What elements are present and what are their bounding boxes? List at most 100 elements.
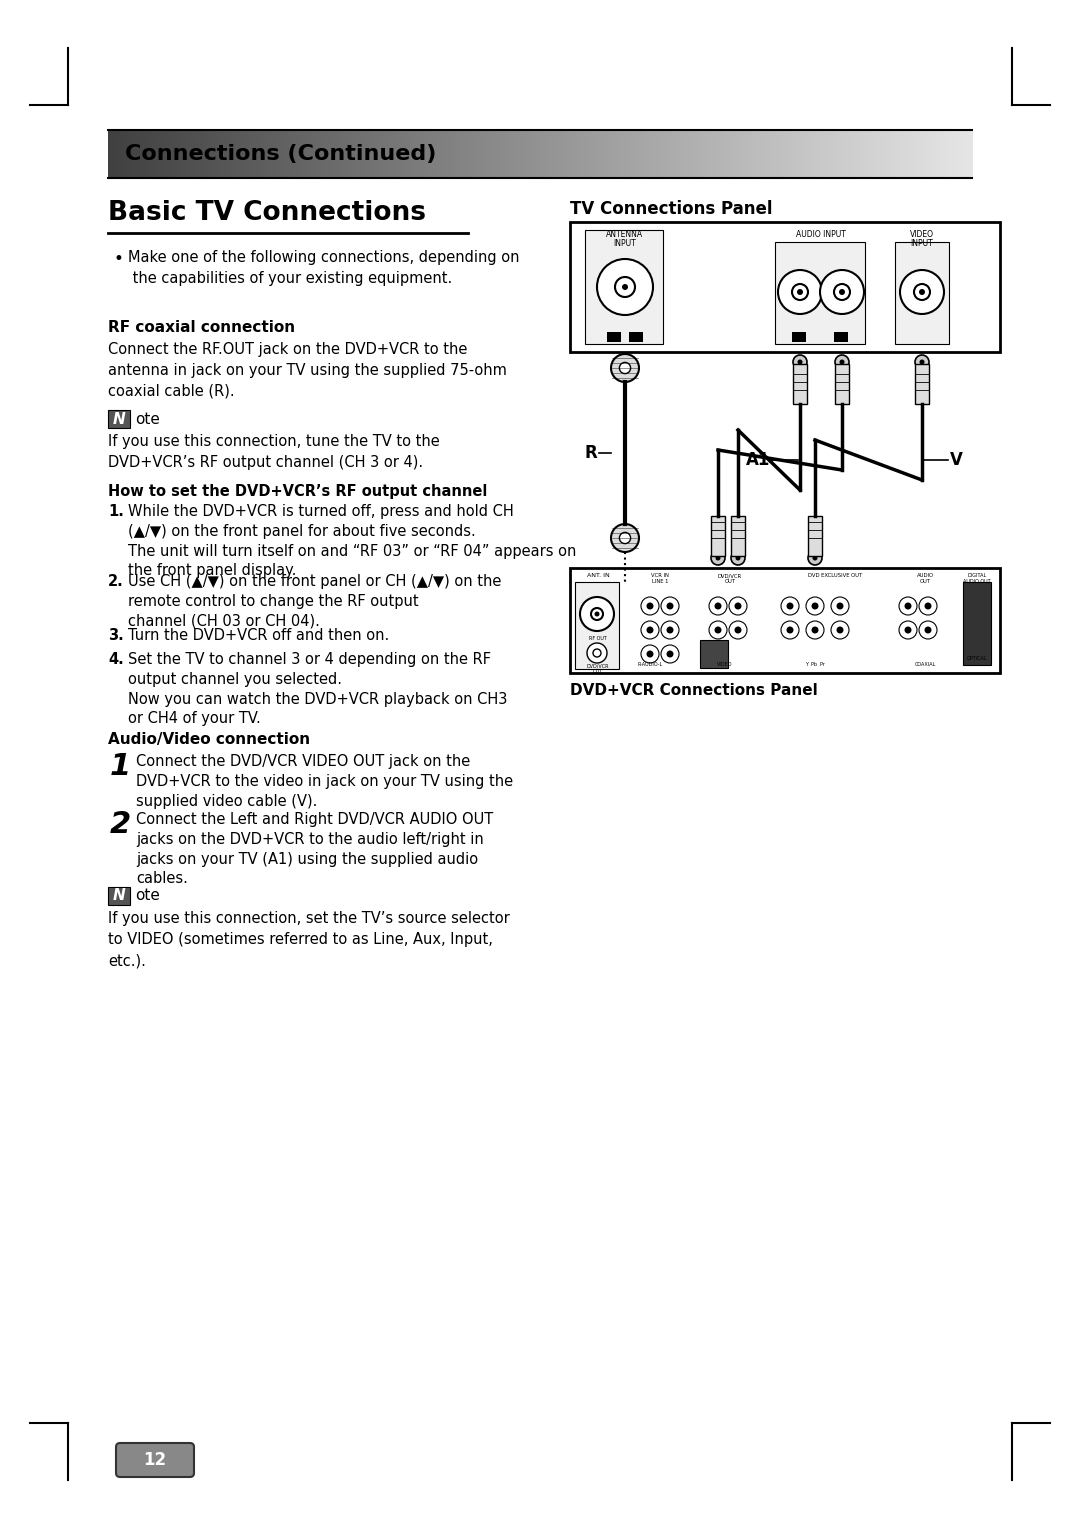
Bar <box>854 130 858 177</box>
Text: 1.: 1. <box>108 504 124 520</box>
Bar <box>920 130 923 177</box>
Circle shape <box>797 289 804 295</box>
Bar <box>545 130 549 177</box>
Text: If you use this connection, tune the TV to the
DVD+VCR’s RF output channel (CH 3: If you use this connection, tune the TV … <box>108 434 440 471</box>
Bar <box>191 130 194 177</box>
Bar <box>725 130 728 177</box>
Bar <box>151 130 154 177</box>
Bar <box>571 130 575 177</box>
Bar <box>445 130 448 177</box>
Bar <box>917 130 920 177</box>
Bar <box>718 130 721 177</box>
Circle shape <box>778 270 822 313</box>
Circle shape <box>734 602 742 610</box>
Circle shape <box>806 620 824 639</box>
Circle shape <box>661 597 679 614</box>
Bar <box>828 130 832 177</box>
Bar <box>457 130 460 177</box>
Circle shape <box>808 552 822 565</box>
Bar <box>422 130 426 177</box>
Bar <box>312 130 315 177</box>
Bar <box>816 130 820 177</box>
Bar <box>856 130 860 177</box>
Circle shape <box>620 362 631 374</box>
Bar <box>134 130 137 177</box>
Text: 2.: 2. <box>108 575 124 588</box>
Text: If you use this connection, set the TV’s source selector
to VIDEO (sometimes ref: If you use this connection, set the TV’s… <box>108 911 510 969</box>
Bar <box>200 130 203 177</box>
Bar <box>570 222 1000 351</box>
Bar <box>552 130 555 177</box>
Bar <box>915 130 918 177</box>
Circle shape <box>835 354 849 368</box>
Bar <box>710 130 713 177</box>
Bar <box>120 130 123 177</box>
Bar <box>519 130 523 177</box>
Bar <box>258 130 261 177</box>
Text: 1: 1 <box>110 752 132 781</box>
Bar <box>471 130 474 177</box>
Bar <box>813 130 816 177</box>
Bar <box>615 130 618 177</box>
Bar <box>255 130 258 177</box>
Bar <box>131 130 134 177</box>
Bar <box>321 130 324 177</box>
Bar <box>315 130 319 177</box>
Bar <box>399 130 402 177</box>
Bar <box>163 130 166 177</box>
Bar <box>664 130 667 177</box>
Bar <box>929 130 932 177</box>
Bar <box>459 130 462 177</box>
Text: ANT. IN: ANT. IN <box>586 573 609 578</box>
Circle shape <box>731 552 745 565</box>
Bar <box>882 130 886 177</box>
Bar <box>143 130 146 177</box>
Circle shape <box>580 597 615 631</box>
Bar <box>241 130 244 177</box>
Bar <box>600 130 604 177</box>
Circle shape <box>708 597 727 614</box>
Circle shape <box>711 552 725 565</box>
Bar <box>673 130 676 177</box>
Bar <box>561 130 564 177</box>
Bar <box>618 130 621 177</box>
Bar <box>440 130 443 177</box>
Bar <box>350 130 353 177</box>
Bar <box>281 130 284 177</box>
Bar <box>578 130 581 177</box>
Bar <box>575 582 619 669</box>
Bar <box>837 130 840 177</box>
Bar <box>727 130 730 177</box>
Bar <box>249 130 253 177</box>
Bar <box>880 130 883 177</box>
Text: INPUT: INPUT <box>613 238 636 248</box>
Bar <box>224 130 227 177</box>
Circle shape <box>615 277 635 296</box>
Bar <box>782 130 785 177</box>
Text: Set the TV to channel 3 or 4 depending on the RF
output channel you selected.
No: Set the TV to channel 3 or 4 depending o… <box>129 652 508 726</box>
Bar <box>822 130 825 177</box>
Circle shape <box>647 626 653 634</box>
Bar <box>267 130 270 177</box>
Bar <box>229 130 232 177</box>
Bar <box>912 130 915 177</box>
Bar <box>172 130 175 177</box>
Bar <box>212 130 215 177</box>
Circle shape <box>905 602 912 610</box>
Bar <box>407 130 410 177</box>
Bar <box>517 130 521 177</box>
Bar <box>122 130 125 177</box>
Circle shape <box>642 597 659 614</box>
Bar <box>842 130 846 177</box>
Bar <box>543 130 546 177</box>
Bar <box>436 130 440 177</box>
Bar <box>656 130 659 177</box>
Bar <box>208 130 212 177</box>
Circle shape <box>811 626 819 634</box>
Bar <box>488 130 491 177</box>
Text: Turn the DVD+VCR off and then on.: Turn the DVD+VCR off and then on. <box>129 628 389 643</box>
Bar <box>154 130 158 177</box>
Circle shape <box>786 626 794 634</box>
Bar <box>644 130 647 177</box>
Circle shape <box>839 289 845 295</box>
